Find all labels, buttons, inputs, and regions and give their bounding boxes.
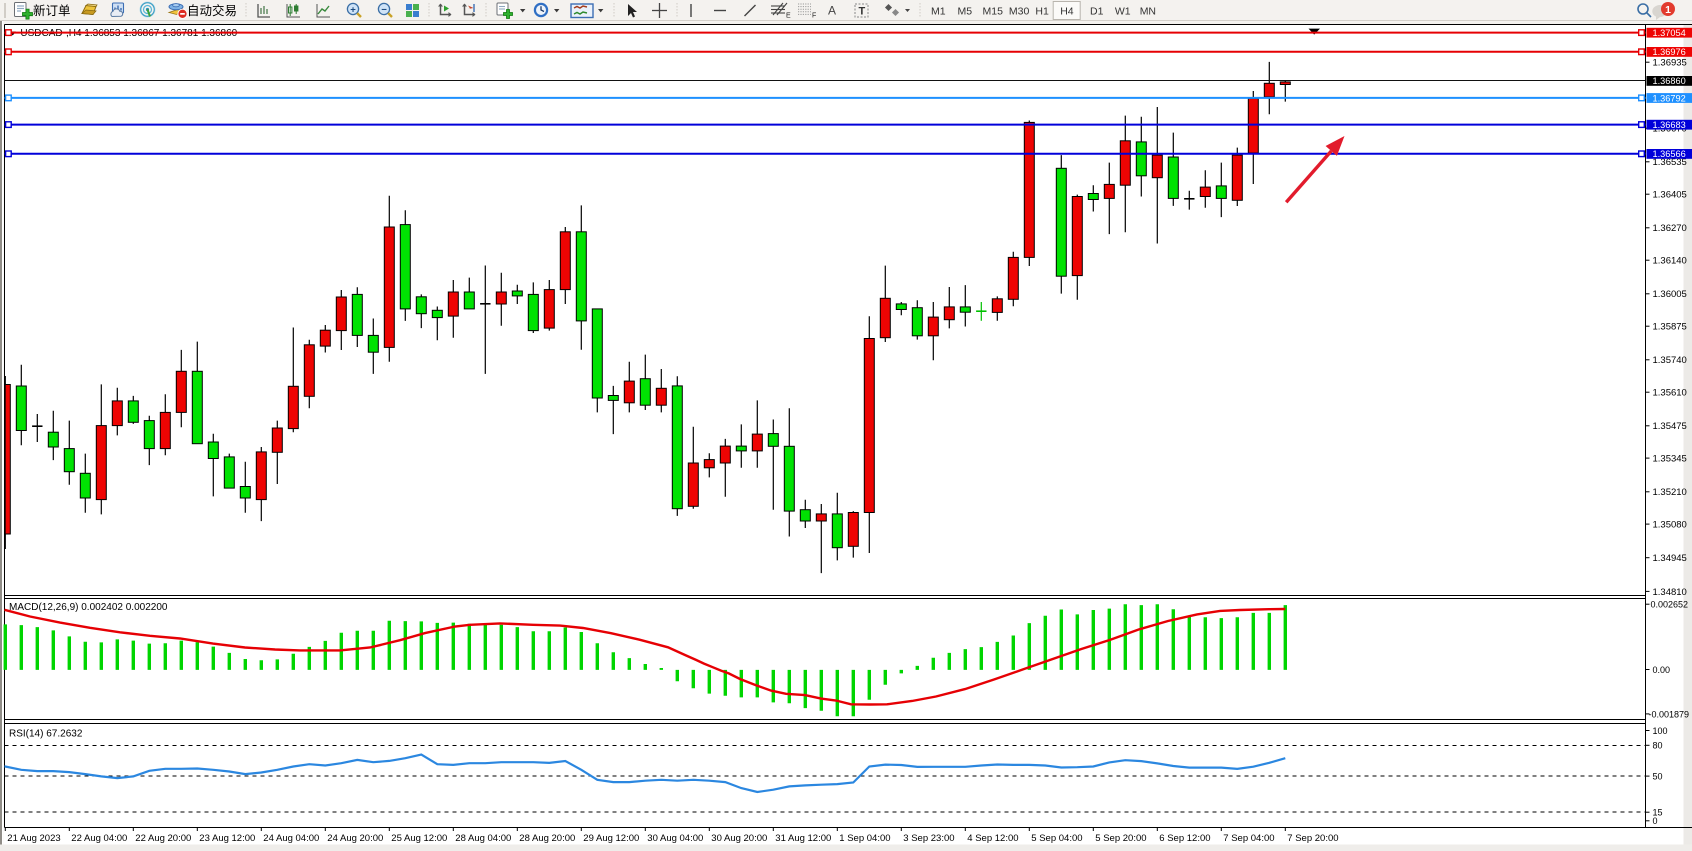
svg-text:1.35875: 1.35875 [1653,322,1687,333]
svg-text:1.36683: 1.36683 [1653,120,1686,130]
svg-text:3 Sep 23:00: 3 Sep 23:00 [903,833,954,844]
svg-text:1 Sep 04:00: 1 Sep 04:00 [839,833,890,844]
svg-text:MN: MN [1140,6,1156,18]
svg-text:F: F [812,13,816,20]
svg-text:H4: H4 [1060,6,1074,18]
svg-text:−: − [381,4,387,15]
svg-text:新订单: 新订单 [33,3,71,18]
svg-text:1.36535: 1.36535 [1653,157,1687,168]
svg-text:MACD(12,26,9) 0.002402 0.00220: MACD(12,26,9) 0.002402 0.002200 [9,602,168,613]
svg-text:E: E [786,13,791,20]
svg-text:1.36976: 1.36976 [1653,47,1686,57]
svg-text:1.35475: 1.35475 [1653,421,1687,432]
svg-text:0.00: 0.00 [1653,665,1671,675]
svg-text:RSI(14) 67.2632: RSI(14) 67.2632 [9,729,83,740]
svg-text:1.36935: 1.36935 [1653,58,1687,69]
svg-text:1.36405: 1.36405 [1653,190,1687,201]
svg-text:30 Aug 04:00: 30 Aug 04:00 [647,833,703,844]
svg-text:22 Aug 04:00: 22 Aug 04:00 [71,833,127,844]
svg-text:25 Aug 12:00: 25 Aug 12:00 [391,833,447,844]
svg-text:M5: M5 [958,6,973,18]
svg-text:1.35345: 1.35345 [1653,454,1687,465]
svg-text:6 Sep 12:00: 6 Sep 12:00 [1159,833,1210,844]
svg-text:1.35080: 1.35080 [1653,520,1687,531]
svg-text:1.34945: 1.34945 [1653,553,1687,564]
svg-text:M15: M15 [983,6,1004,18]
svg-text:1.36792: 1.36792 [1653,93,1686,103]
svg-text:1.36270: 1.36270 [1653,223,1687,234]
svg-text:1.35610: 1.35610 [1653,388,1687,399]
svg-text:W1: W1 [1115,6,1131,18]
svg-text:21 Aug 2023: 21 Aug 2023 [7,833,60,844]
svg-text:1.34810: 1.34810 [1653,587,1687,598]
svg-text:1.35740: 1.35740 [1653,355,1687,366]
svg-text:100: 100 [1653,726,1668,736]
svg-text:A: A [828,4,836,18]
svg-text:1: 1 [1665,4,1671,16]
svg-text:80: 80 [1653,741,1663,751]
svg-text:7 Sep 20:00: 7 Sep 20:00 [1287,833,1338,844]
svg-text:T: T [859,6,866,18]
svg-text:5 Sep 04:00: 5 Sep 04:00 [1031,833,1082,844]
svg-text:1.36140: 1.36140 [1653,256,1687,267]
svg-text:5 Sep 20:00: 5 Sep 20:00 [1095,833,1146,844]
svg-text:D1: D1 [1090,6,1104,18]
svg-text:15: 15 [1653,808,1663,818]
svg-text:22 Aug 20:00: 22 Aug 20:00 [135,833,191,844]
svg-text:24 Aug 04:00: 24 Aug 04:00 [263,833,319,844]
svg-text:1.36860: 1.36860 [1653,76,1686,86]
svg-text:7 Sep 04:00: 7 Sep 04:00 [1223,833,1274,844]
svg-text:-0.001879: -0.001879 [1649,709,1690,719]
svg-text:0.002652: 0.002652 [1651,600,1689,610]
svg-text:23 Aug 12:00: 23 Aug 12:00 [199,833,255,844]
svg-text:50: 50 [1653,772,1663,782]
svg-text:28 Aug 20:00: 28 Aug 20:00 [519,833,575,844]
svg-text:H1: H1 [1035,6,1049,18]
svg-text:24 Aug 20:00: 24 Aug 20:00 [327,833,383,844]
svg-text:0: 0 [1653,816,1658,826]
svg-text:1.36566: 1.36566 [1653,149,1686,159]
svg-text:31 Aug 12:00: 31 Aug 12:00 [775,833,831,844]
svg-text:28 Aug 04:00: 28 Aug 04:00 [455,833,511,844]
svg-text:4 Sep 12:00: 4 Sep 12:00 [967,833,1018,844]
svg-text:1.36005: 1.36005 [1653,289,1687,300]
svg-text:M30: M30 [1009,6,1030,18]
svg-text:30 Aug 20:00: 30 Aug 20:00 [711,833,767,844]
svg-text:M1: M1 [931,6,946,18]
svg-text:1.35210: 1.35210 [1653,487,1687,498]
svg-text:+: + [350,4,356,15]
svg-text:自动交易: 自动交易 [187,3,237,18]
svg-text:29 Aug 12:00: 29 Aug 12:00 [583,833,639,844]
svg-text:1.37054: 1.37054 [1653,28,1686,38]
